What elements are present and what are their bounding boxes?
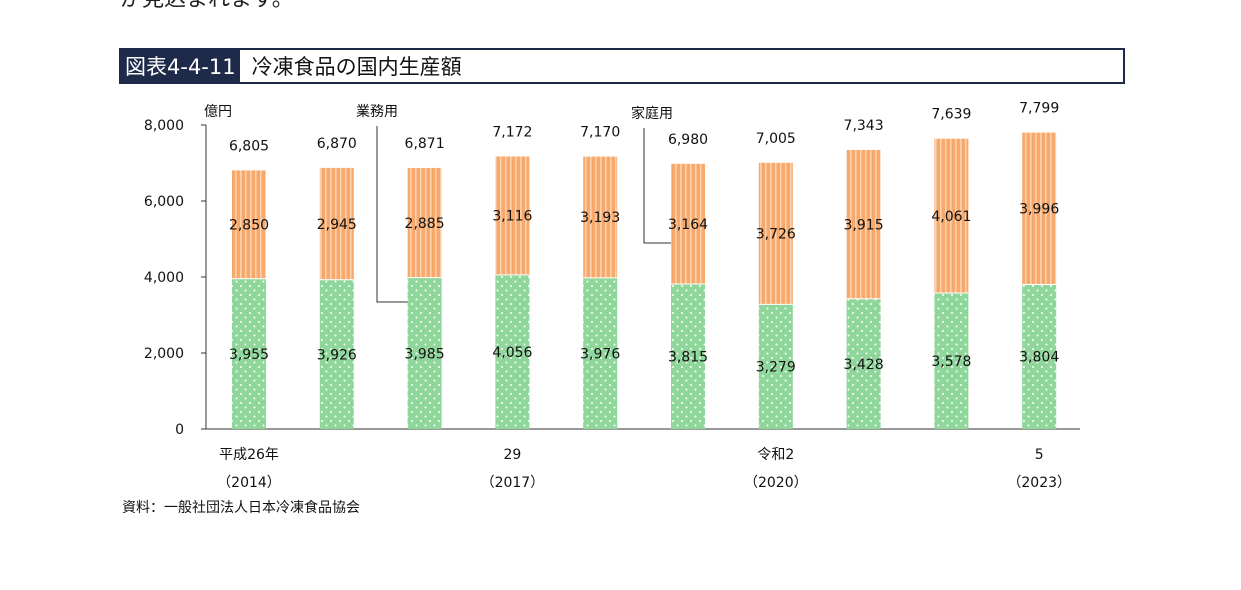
data-label-household: 4,061 xyxy=(931,209,971,225)
data-label-household: 3,726 xyxy=(756,227,796,243)
bar-business xyxy=(495,274,530,429)
x-tick-label-year: （2023） xyxy=(1007,475,1071,491)
bar-household xyxy=(495,156,530,275)
y-tick-label: 0 xyxy=(175,422,184,438)
data-label-business: 3,428 xyxy=(844,357,884,373)
bar-business xyxy=(846,298,881,429)
data-label-business: 3,926 xyxy=(317,347,357,363)
data-label-total: 7,005 xyxy=(756,131,796,147)
callout-line-household xyxy=(643,128,671,244)
x-tick-label: 29 xyxy=(503,447,521,463)
bar-business xyxy=(319,279,354,429)
data-label-business: 3,976 xyxy=(580,346,620,362)
preceding-text-fragment: が見込まれます。 xyxy=(120,0,294,14)
data-label-household: 3,915 xyxy=(844,217,884,233)
x-tick-label: 令和2 xyxy=(757,447,794,463)
bar-business xyxy=(671,284,705,429)
bar-business xyxy=(583,277,618,429)
y-tick-label: 2,000 xyxy=(144,346,184,362)
data-label-business: 3,955 xyxy=(229,347,269,363)
data-label-business: 3,279 xyxy=(756,360,796,376)
x-tick-label-year: （2020） xyxy=(744,475,808,491)
bar-household xyxy=(232,170,266,279)
data-label-household: 2,850 xyxy=(229,218,269,234)
data-label-total: 6,805 xyxy=(229,138,269,154)
data-label-household: 2,885 xyxy=(405,216,445,232)
bar-household xyxy=(846,149,881,299)
data-label-business: 4,056 xyxy=(492,345,532,361)
data-label-household: 3,996 xyxy=(1019,202,1059,218)
x-tick-label-year: （2014） xyxy=(217,475,281,491)
bar-household xyxy=(1022,132,1057,285)
bar-household xyxy=(671,163,705,285)
bar-business xyxy=(758,304,793,429)
bar-business xyxy=(934,293,969,429)
series-label-business: 業務用 xyxy=(356,104,398,120)
data-label-total: 7,172 xyxy=(492,124,532,140)
callout-line-business xyxy=(376,126,408,303)
x-tick-label: 5 xyxy=(1035,447,1044,463)
y-tick-label: 4,000 xyxy=(144,270,184,286)
data-label-business: 3,804 xyxy=(1019,350,1059,366)
data-label-household: 3,116 xyxy=(492,209,532,225)
bar-business xyxy=(1022,284,1057,429)
series-label-household: 家庭用 xyxy=(631,105,673,122)
data-label-business: 3,578 xyxy=(931,354,971,370)
data-label-total: 6,871 xyxy=(405,136,445,152)
bar-household xyxy=(758,162,793,305)
data-label-business: 3,815 xyxy=(668,350,708,366)
bar-business xyxy=(232,278,266,429)
data-label-total: 7,639 xyxy=(931,107,971,123)
y-tick-label: 8,000 xyxy=(144,118,184,134)
x-tick-label: 平成26年 xyxy=(219,447,279,463)
data-label-household: 3,193 xyxy=(580,210,620,226)
stacked-bar-chart: 0 2,000 4,000 6,000 8,000 億円 3,955 2,850 6,805 3,… xyxy=(144,101,1080,491)
figure-header: 図表4-4-11 冷凍食品の国内生産額 xyxy=(119,48,1125,84)
data-label-household: 2,945 xyxy=(317,217,357,233)
source-note: 資料：一般社団法人日本冷凍食品協会 xyxy=(122,500,360,516)
data-label-total: 7,799 xyxy=(1019,101,1059,117)
y-axis-unit-label: 億円 xyxy=(204,104,232,120)
y-tick-label: 6,000 xyxy=(144,194,184,210)
figure-number: 図表4-4-11 xyxy=(121,50,240,82)
bar-household xyxy=(319,167,354,280)
bar-business xyxy=(407,277,442,429)
figure-title: 冷凍食品の国内生産額 xyxy=(251,55,462,79)
data-label-total: 7,343 xyxy=(844,118,884,134)
data-label-total: 6,980 xyxy=(668,132,708,148)
data-label-total: 7,170 xyxy=(580,125,620,141)
data-label-household: 3,164 xyxy=(668,217,708,233)
bar-household xyxy=(934,138,969,294)
data-label-total: 6,870 xyxy=(317,136,357,152)
bar-household xyxy=(583,156,618,278)
bar-household xyxy=(407,167,442,278)
data-label-business: 3,985 xyxy=(405,346,445,362)
x-tick-label-year: （2017） xyxy=(481,475,545,491)
